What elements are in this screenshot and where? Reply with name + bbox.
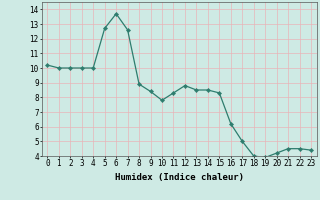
X-axis label: Humidex (Indice chaleur): Humidex (Indice chaleur) <box>115 173 244 182</box>
